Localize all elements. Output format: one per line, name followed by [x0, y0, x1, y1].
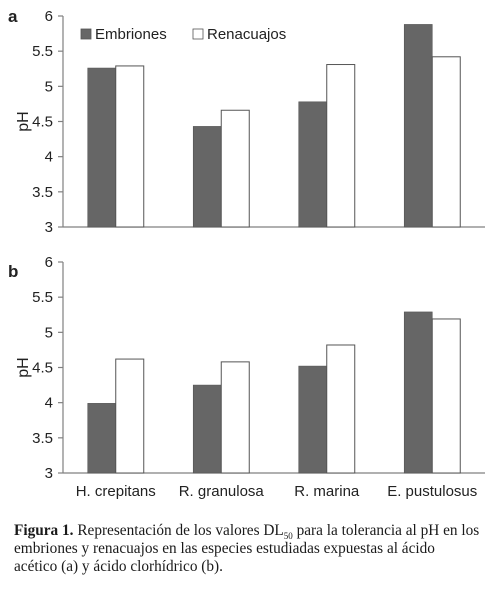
bar-a-embriones-1 — [192, 126, 222, 228]
category-label-0: H. crepitans — [76, 483, 156, 500]
y-tick-label-b: 3 — [45, 465, 53, 482]
figure-caption: Figura 1. Representación de los valores … — [14, 522, 480, 576]
y-tick-label-b: 4 — [45, 395, 53, 412]
y-tick-label-a: 5.5 — [32, 43, 53, 60]
bar-b-renacuajos-0 — [115, 358, 145, 474]
y-tick-label-b: 4.5 — [32, 360, 53, 377]
bar-b-embriones-1 — [192, 384, 222, 474]
y-axis-title-b: pH — [15, 357, 32, 377]
bar-a-renacuajos-0 — [115, 65, 145, 228]
legend-swatch-renacuajos — [192, 28, 204, 40]
bar-a-renacuajos-3 — [431, 56, 461, 228]
y-tick-label-a: 4.5 — [32, 114, 53, 131]
bar-b-embriones-3 — [403, 311, 433, 474]
chart-svg: a pH 3 3.5 4 4.5 5 5.5 6 Embriones Renacuajos b pH 3 3… — [8, 7, 485, 500]
category-label-1: R. granulosa — [179, 483, 265, 500]
bar-a-embriones-2 — [298, 101, 328, 228]
bar-a-embriones-0 — [87, 67, 117, 228]
caption-label: Figura 1. — [14, 522, 74, 539]
bar-b-embriones-0 — [87, 403, 117, 474]
bar-a-renacuajos-2 — [326, 64, 356, 228]
legend-swatch-embriones — [80, 28, 92, 40]
y-tick-label-b: 5 — [45, 324, 53, 341]
category-label-2: R. marina — [294, 483, 360, 500]
y-tick-label-a: 3.5 — [32, 184, 53, 201]
y-tick-label-a: 3 — [45, 219, 53, 236]
y-tick-label-b: 3.5 — [32, 430, 53, 447]
legend-label-embriones: Embriones — [95, 26, 167, 43]
bar-b-renacuajos-2 — [326, 344, 356, 474]
bar-b-renacuajos-3 — [431, 318, 461, 474]
bar-b-renacuajos-1 — [220, 361, 250, 474]
panel-letter-a: a — [8, 7, 18, 26]
category-label-3: E. pustulosus — [387, 483, 477, 500]
caption-text-after: para la tolerancia al pH en los embrione… — [14, 522, 480, 575]
caption-text-before: Representación de los valores DL — [73, 522, 284, 539]
y-tick-label-b: 6 — [45, 254, 53, 271]
bar-a-embriones-3 — [403, 24, 433, 228]
y-tick-label-a: 4 — [45, 149, 53, 166]
panel-letter-b: b — [8, 262, 18, 281]
y-tick-label-a: 5 — [45, 78, 53, 95]
y-tick-label-a: 6 — [45, 8, 53, 25]
y-tick-label-b: 5.5 — [32, 289, 53, 306]
bar-b-embriones-2 — [298, 365, 328, 474]
y-axis-title-a: pH — [15, 111, 32, 131]
bar-a-renacuajos-1 — [220, 109, 250, 228]
legend-label-renacuajos: Renacuajos — [207, 26, 286, 43]
caption-subscript: 50 — [283, 531, 293, 542]
